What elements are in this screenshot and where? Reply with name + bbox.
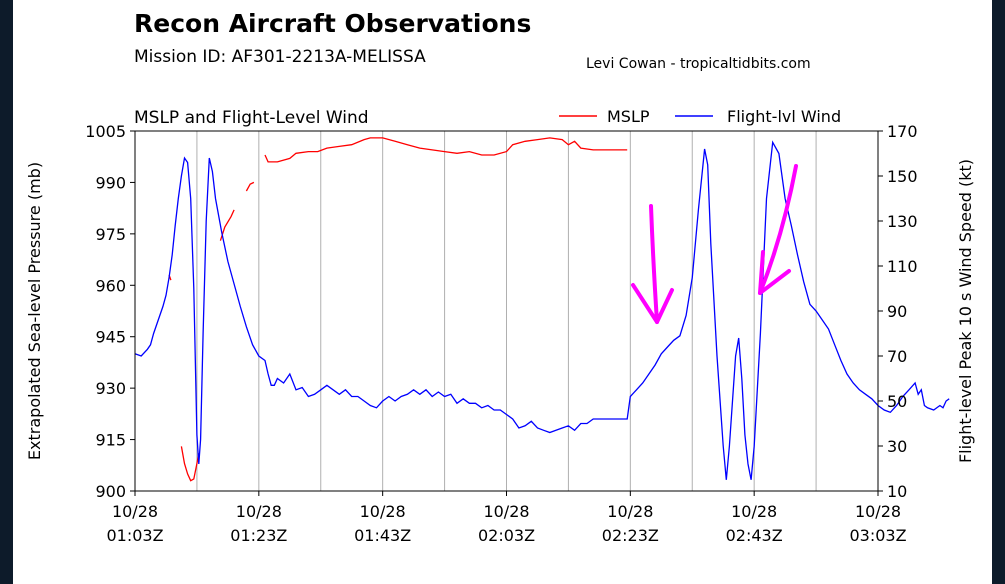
y-tick-label: 1005	[85, 122, 126, 141]
y2-tick-label: 110	[887, 257, 918, 276]
series-line-mslp	[180, 446, 200, 482]
y2-tick-label: 50	[887, 392, 907, 411]
series-line-mslp	[245, 181, 255, 192]
plot-area	[134, 137, 950, 482]
legend-label-mslp: MSLP	[607, 107, 650, 126]
annotation-arrow-2-shaft	[758, 164, 798, 295]
y-tick-label: 960	[95, 276, 126, 295]
y-tick-label: 915	[95, 431, 126, 450]
y2-tick-label: 170	[887, 122, 918, 141]
recon-chart: Recon Aircraft Observations Mission ID: …	[25, 9, 975, 545]
x-tick-date: 10/28	[731, 502, 777, 521]
x-tick-time: 02:03Z	[478, 526, 535, 545]
x-tick-time: 01:23Z	[230, 526, 287, 545]
y-axis-left: 1005 990 975 960 945 930 915 900	[85, 122, 135, 501]
page-title: Recon Aircraft Observations	[134, 9, 531, 38]
annotation-arrow-2-head	[758, 250, 791, 295]
annotation-arrow-1-shaft	[649, 204, 659, 324]
y-axis-label: Extrapolated Sea-level Pressure (mb)	[25, 162, 44, 460]
y-axis-right: 170 150 130 110 90 70 50 30 10	[878, 122, 918, 501]
x-tick-date: 10/28	[855, 502, 901, 521]
legend-label-wind: Flight-lvl Wind	[727, 107, 841, 126]
chart-canvas: Recon Aircraft Observations Mission ID: …	[13, 0, 992, 584]
x-tick-date: 10/28	[112, 502, 158, 521]
mission-id: Mission ID: AF301-2213A-MELISSA	[134, 47, 426, 67]
y2-tick-label: 90	[887, 302, 907, 321]
x-tick-time: 02:43Z	[726, 526, 783, 545]
x-tick-date: 10/28	[607, 502, 653, 521]
y-tick-label: 990	[95, 173, 126, 192]
y-tick-label: 900	[95, 482, 126, 501]
legend: MSLP Flight-lvl Wind	[559, 107, 841, 126]
y2-tick-label: 10	[887, 482, 907, 501]
x-axis: 10/28 01:03Z 10/28 01:23Z 10/28 01:43Z 10/28 02…	[106, 491, 907, 545]
y-tick-label: 930	[95, 379, 126, 398]
y-tick-label: 975	[95, 225, 126, 244]
x-tick-time: 01:03Z	[106, 526, 163, 545]
annotation-arrow-1-head	[631, 283, 674, 324]
y2-tick-label: 70	[887, 347, 907, 366]
x-tick-time: 01:43Z	[354, 526, 411, 545]
series-line-mslp	[264, 137, 628, 163]
series-line-wind	[134, 140, 950, 480]
x-tick-time: 02:23Z	[602, 526, 659, 545]
x-tick-date: 10/28	[483, 502, 529, 521]
annotation-arrows	[631, 164, 798, 324]
y-tick-label: 945	[95, 328, 126, 347]
x-tick-date: 10/28	[236, 502, 282, 521]
y2-axis-label: Flight-level Peak 10 s Wind Speed (kt)	[956, 159, 975, 463]
y2-tick-label: 150	[887, 167, 918, 186]
credit-label: Levi Cowan - tropicaltidbits.com	[586, 56, 811, 72]
x-tick-date: 10/28	[360, 502, 406, 521]
y2-tick-label: 130	[887, 212, 918, 231]
chart-title: MSLP and Flight-Level Wind	[134, 108, 369, 128]
x-tick-time: 03:03Z	[849, 526, 906, 545]
y2-tick-label: 30	[887, 437, 907, 456]
